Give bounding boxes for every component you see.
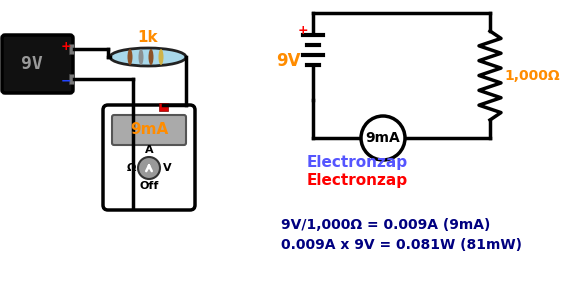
Text: Ω: Ω	[126, 163, 135, 173]
Circle shape	[361, 116, 405, 160]
Text: 1k: 1k	[138, 30, 158, 45]
Text: +: +	[61, 41, 71, 53]
Text: Electronzap: Electronzap	[307, 172, 408, 187]
Text: Off: Off	[139, 181, 158, 191]
Ellipse shape	[138, 49, 143, 65]
Ellipse shape	[128, 49, 133, 65]
Text: 1,000Ω: 1,000Ω	[504, 68, 560, 82]
FancyBboxPatch shape	[103, 105, 195, 210]
Ellipse shape	[148, 49, 153, 65]
Bar	[159, 103, 168, 111]
Circle shape	[138, 157, 160, 179]
Text: A: A	[144, 145, 153, 155]
FancyBboxPatch shape	[2, 35, 73, 93]
FancyBboxPatch shape	[112, 115, 186, 145]
Text: −: −	[61, 74, 71, 87]
Text: Electronzap: Electronzap	[307, 156, 408, 170]
Ellipse shape	[110, 48, 186, 66]
Text: 9V: 9V	[21, 55, 43, 73]
Bar	[69, 74, 74, 84]
Ellipse shape	[158, 49, 164, 65]
Text: 0.009A x 9V = 0.081W (81mW): 0.009A x 9V = 0.081W (81mW)	[281, 238, 522, 252]
Bar	[69, 44, 74, 54]
Text: 9V: 9V	[276, 53, 300, 70]
Text: +: +	[298, 24, 309, 37]
Text: 9V/1,000Ω = 0.009A (9mA): 9V/1,000Ω = 0.009A (9mA)	[281, 218, 491, 232]
Text: 9mA: 9mA	[130, 122, 168, 137]
Text: V: V	[162, 163, 171, 173]
Text: 9mA: 9mA	[366, 131, 400, 145]
